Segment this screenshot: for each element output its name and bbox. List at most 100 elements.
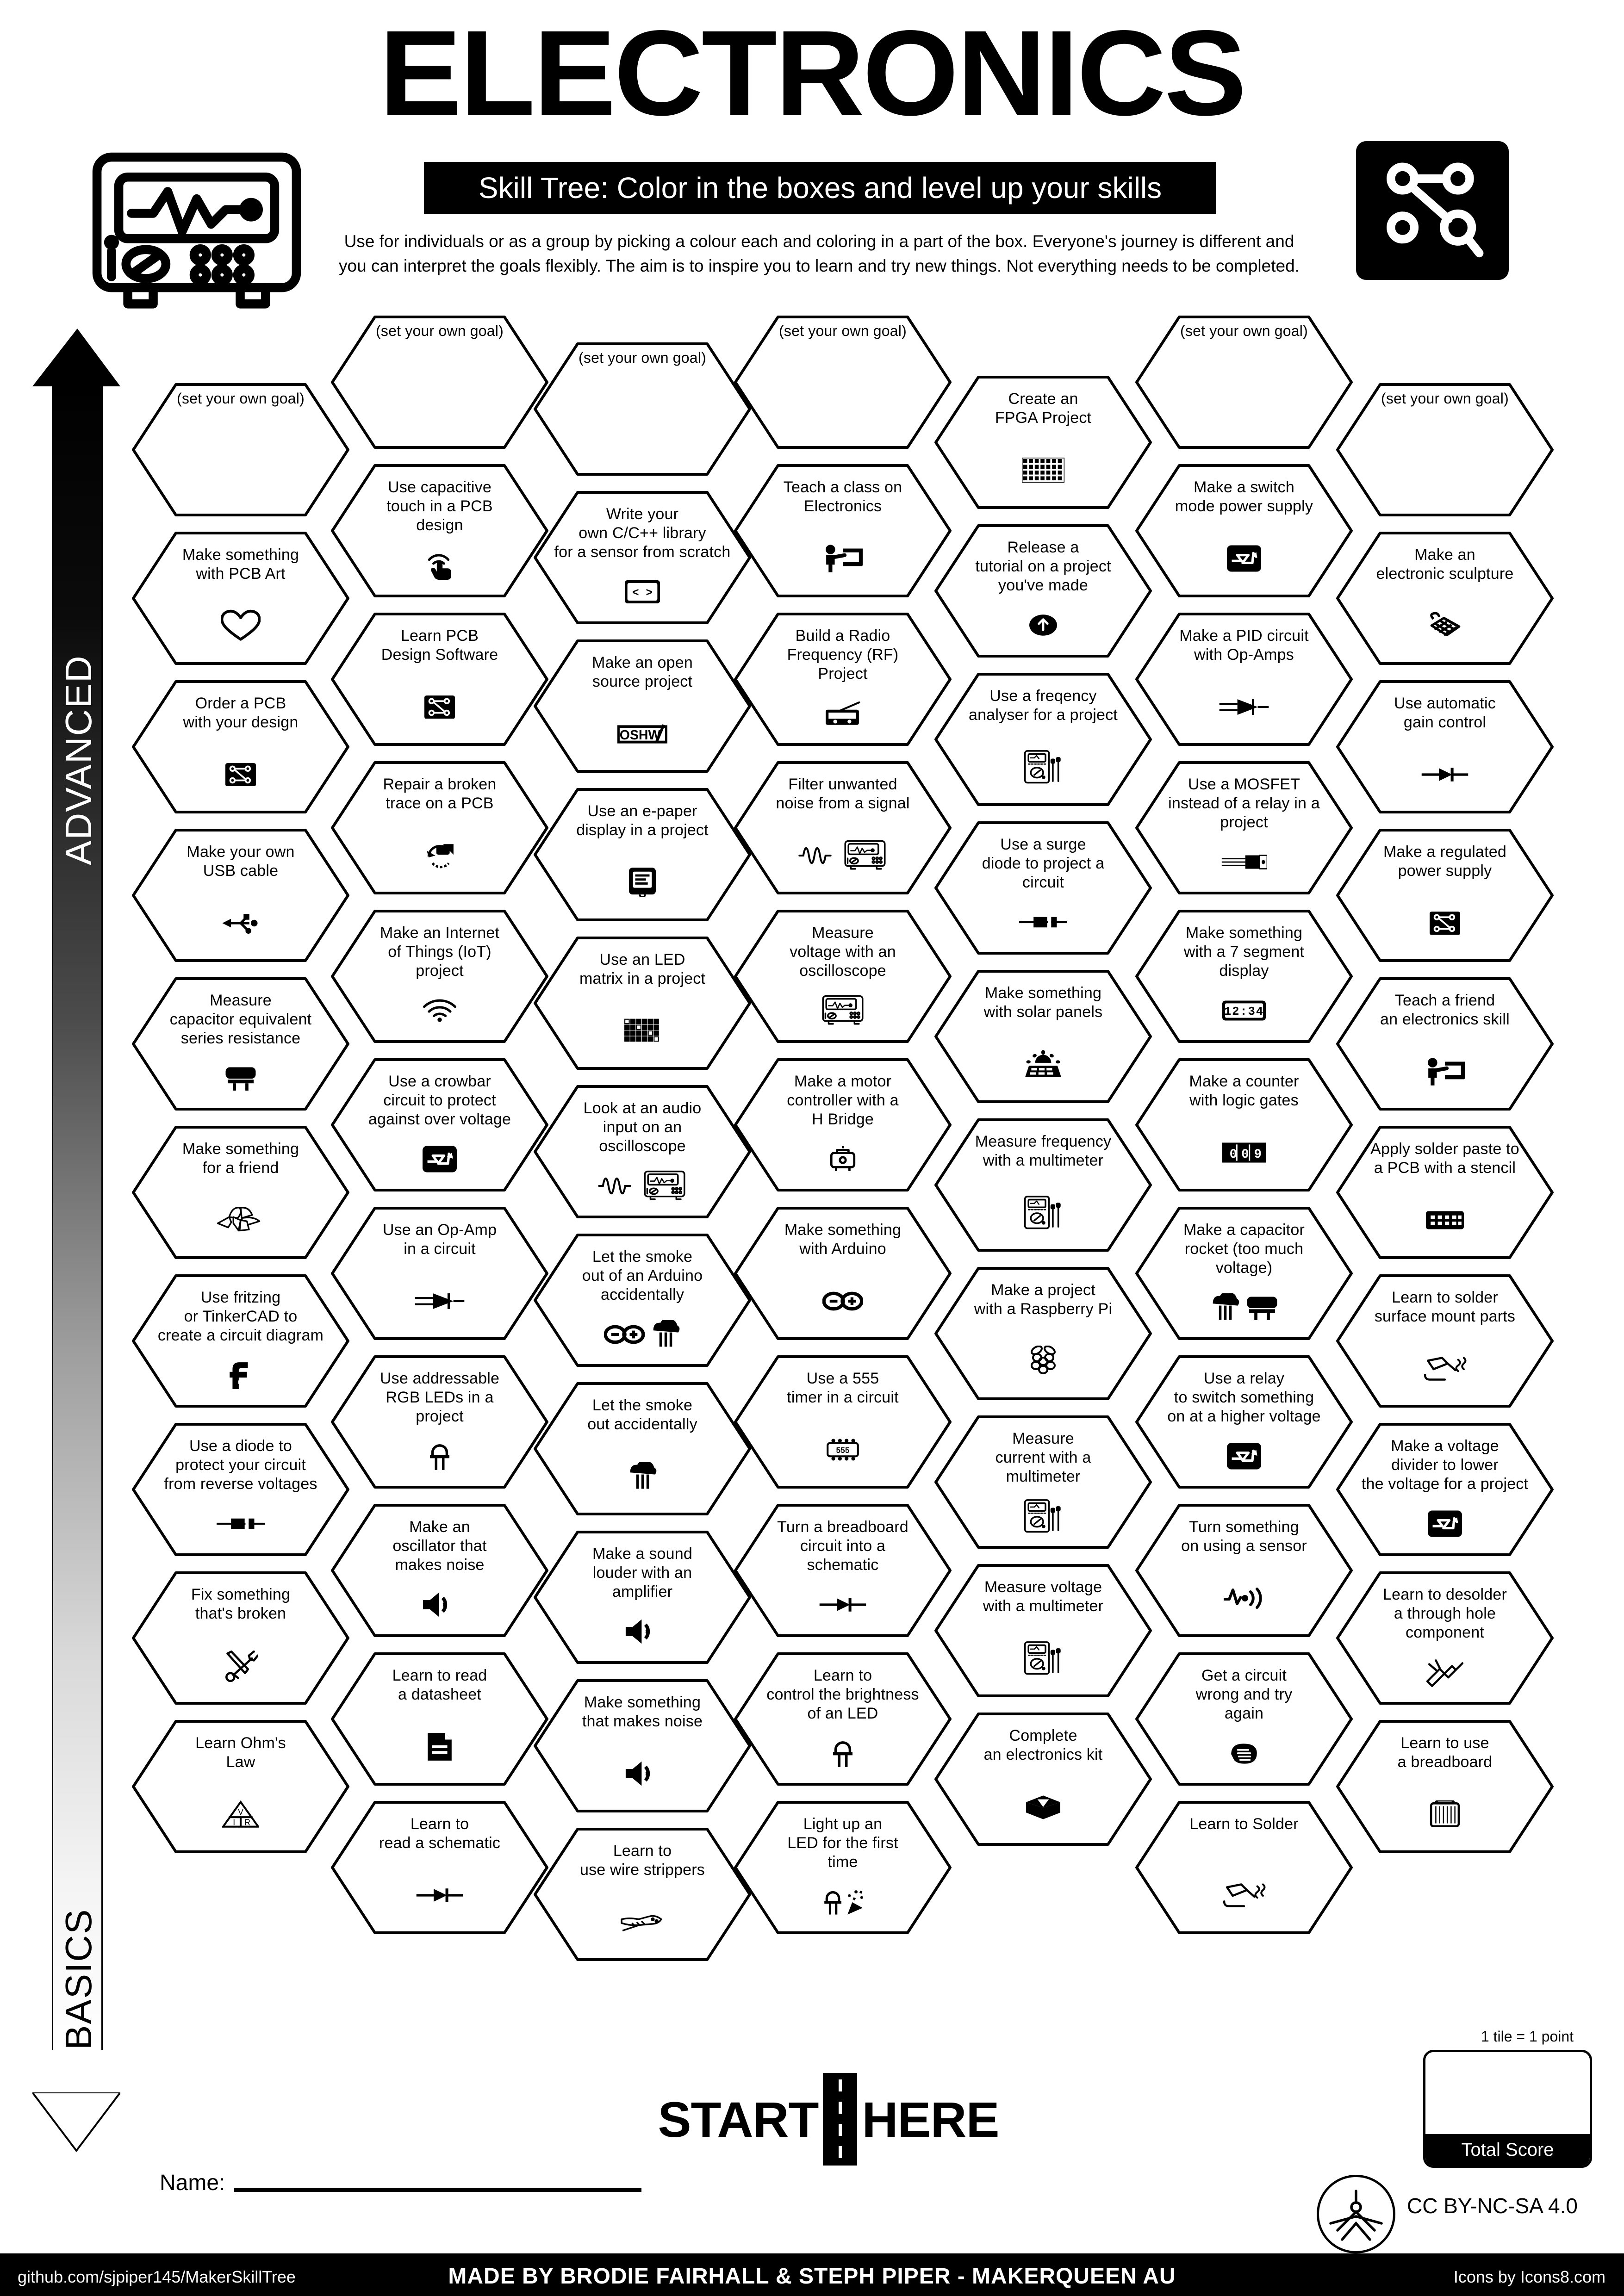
skill-tile[interactable]: Measure frequency with a multimeter: [934, 1118, 1152, 1252]
skill-tile[interactable]: Use an Op-Amp in a circuit: [330, 1207, 549, 1340]
hex-outline: [533, 788, 752, 921]
hex-outline: [131, 1720, 350, 1853]
skill-tile[interactable]: (set your own goal): [330, 316, 549, 449]
skill-tile[interactable]: Learn to read a datasheet: [330, 1652, 549, 1786]
skill-tile[interactable]: Use a freqency analyser for a project: [934, 673, 1152, 806]
name-input-rule[interactable]: [234, 2188, 642, 2192]
skill-tile-label: Turn a breadboard circuit into a schematic: [777, 1518, 908, 1574]
skill-tile[interactable]: Make a sound louder with an amplifier: [533, 1531, 752, 1664]
skill-tile[interactable]: Learn to use wire strippers: [533, 1828, 752, 1961]
skill-tile[interactable]: Let the smoke out of an Arduino accidental…: [533, 1234, 752, 1367]
skill-tile[interactable]: Use a surge diode to project a circuit: [934, 821, 1152, 955]
skill-tile[interactable]: Make your own USB cable: [131, 829, 350, 962]
skill-tile[interactable]: Make an Internet of Things (IoT) project: [330, 910, 549, 1043]
skill-tile[interactable]: Measure current with a multimeter: [934, 1415, 1152, 1549]
skill-tile[interactable]: Learn PCB Design Software: [330, 613, 549, 746]
skill-tile[interactable]: (set your own goal): [1336, 383, 1554, 516]
skill-tile-label: (set your own goal): [579, 349, 706, 366]
skill-tile[interactable]: Light up an LED for the first time: [734, 1801, 952, 1934]
hex-outline: [734, 1504, 952, 1637]
skill-tile[interactable]: Use a 555 timer in a circuit 555: [734, 1355, 952, 1489]
github-link[interactable]: github.com/sjpiper145/MakerSkillTree: [18, 2267, 296, 2286]
skill-tile[interactable]: Use automatic gain control: [1336, 680, 1554, 813]
skill-tile[interactable]: Learn to desolder a through hole component: [1336, 1571, 1554, 1705]
skill-tile[interactable]: (set your own goal): [131, 383, 350, 516]
skill-tile[interactable]: Turn a breadboard circuit into a schematic: [734, 1504, 952, 1637]
skill-tile[interactable]: Use fritzing or TinkerCAD to create a circ…: [131, 1274, 350, 1408]
skill-tile[interactable]: Teach a class on Electronics: [734, 464, 952, 597]
svg-text:V: V: [238, 1807, 244, 1817]
skill-tile[interactable]: Learn to control the brightness of an LED: [734, 1652, 952, 1786]
skill-tile[interactable]: Create an FPGA Project: [934, 376, 1152, 509]
skill-tile[interactable]: Learn to solder surface mount parts: [1336, 1274, 1554, 1408]
skill-tile[interactable]: Make something with solar panels: [934, 970, 1152, 1103]
skill-tile[interactable]: Turn something on using a sensor: [1135, 1504, 1353, 1637]
skill-tile[interactable]: Let the smoke out accidentally: [533, 1382, 752, 1515]
teacher-icon: [1336, 1049, 1554, 1094]
skill-tile[interactable]: Use addressable RGB LEDs in a project: [330, 1355, 549, 1489]
skill-tile[interactable]: Learn to read a schematic: [330, 1801, 549, 1934]
skill-tile[interactable]: Learn to Solder: [1135, 1801, 1353, 1934]
skill-tile[interactable]: Make something with a 7 segment display 12…: [1135, 910, 1353, 1043]
skill-tile[interactable]: Measure voltage with an oscilloscope: [734, 910, 952, 1043]
skill-tile[interactable]: Make a regulated power supply: [1336, 829, 1554, 962]
total-score-box[interactable]: Total Score: [1423, 2050, 1592, 2168]
skill-tile[interactable]: Make a capacitor rocket (too much voltage): [1135, 1207, 1353, 1340]
skill-tile[interactable]: Use a diode to protect your circuit from r…: [131, 1423, 350, 1556]
skill-tile[interactable]: Make something that makes noise: [533, 1679, 752, 1812]
skill-tile[interactable]: Use an LED matrix in a project: [533, 937, 752, 1070]
hex-outline: [734, 1355, 952, 1489]
hex-outline: [934, 524, 1152, 658]
skill-tile[interactable]: Use capacitive touch in a PCB design: [330, 464, 549, 597]
skill-tile[interactable]: Make a voltage divider to lower the voltag…: [1336, 1423, 1554, 1556]
hex-outline: [1336, 1720, 1554, 1853]
skill-tile[interactable]: Apply solder paste to a PCB with a stenci…: [1336, 1126, 1554, 1259]
icons-credit[interactable]: Icons by Icons8.com: [1453, 2267, 1605, 2286]
skill-tile-label: Complete an electronics kit: [983, 1727, 1103, 1763]
skill-tile[interactable]: Write your own C/C++ library for a sensor …: [533, 491, 752, 624]
skill-tile[interactable]: Complete an electronics kit: [934, 1713, 1152, 1846]
skill-tile[interactable]: Make something with PCB Art: [131, 532, 350, 665]
skill-tile[interactable]: Order a PCB with your design: [131, 680, 350, 813]
skill-tile[interactable]: Make something with Arduino: [734, 1207, 952, 1340]
hex-outline: [1336, 1274, 1554, 1408]
start-word: START: [658, 2091, 819, 2147]
skill-tile[interactable]: Use a relay to switch something on at a hi…: [1135, 1355, 1353, 1489]
hex-outline: [1336, 977, 1554, 1111]
skill-tile[interactable]: Filter unwanted noise from a signal: [734, 761, 952, 894]
skill-tile[interactable]: Fix something that's broken: [131, 1571, 350, 1705]
skill-tile[interactable]: (set your own goal): [1135, 316, 1353, 449]
skill-tile[interactable]: Measure capacitor equivalent series resist…: [131, 977, 350, 1111]
skill-tile[interactable]: Teach a friend an electronics skill: [1336, 977, 1554, 1111]
skill-tile[interactable]: (set your own goal): [734, 316, 952, 449]
skill-tile[interactable]: Measure voltage with a multimeter: [934, 1564, 1152, 1697]
skill-tile[interactable]: Make something for a friend: [131, 1126, 350, 1259]
skill-tile[interactable]: Make an open source project OSHW: [533, 639, 752, 773]
soldering-iron-icon: [1135, 1873, 1353, 1917]
skill-tile[interactable]: Learn to use a breadboard: [1336, 1720, 1554, 1853]
skill-tile[interactable]: Get a circuit wrong and try again: [1135, 1652, 1353, 1786]
hex-outline: [934, 1267, 1152, 1400]
skill-tile[interactable]: Make a PID circuit with Op-Amps: [1135, 613, 1353, 746]
skill-tile[interactable]: Make an electronic sculpture: [1336, 532, 1554, 665]
name-field[interactable]: Name:: [160, 2170, 642, 2196]
skill-tile[interactable]: Learn Ohm's Law V I R: [131, 1720, 350, 1853]
skill-tile[interactable]: Make an oscillator that makes noise: [330, 1504, 549, 1637]
skill-tile[interactable]: Make a switch mode power supply: [1135, 464, 1353, 597]
hex-outline: [533, 639, 752, 773]
heart-icon: [131, 604, 350, 648]
skill-tile[interactable]: Repair a broken trace on a PCB: [330, 761, 549, 894]
skill-tile[interactable]: (set your own goal): [533, 342, 752, 476]
skill-tile[interactable]: Release a tutorial on a project you've mad…: [934, 524, 1152, 658]
skill-tile[interactable]: Look at an audio input on an oscilloscope: [533, 1085, 752, 1218]
smoke-icon: [533, 1454, 752, 1499]
skill-tile[interactable]: Use a MOSFET instead of a relay in a proje…: [1135, 761, 1353, 894]
skill-tile[interactable]: Use an e-paper display in a project: [533, 788, 752, 921]
skill-tile-label: Use an e-paper display in a project: [576, 802, 709, 839]
skill-tile[interactable]: Build a Radio Frequency (RF) Project: [734, 613, 952, 746]
skill-tile[interactable]: Make a project with a Raspberry Pi: [934, 1267, 1152, 1400]
skill-tile[interactable]: Use a crowbar circuit to protect against o…: [330, 1058, 549, 1191]
